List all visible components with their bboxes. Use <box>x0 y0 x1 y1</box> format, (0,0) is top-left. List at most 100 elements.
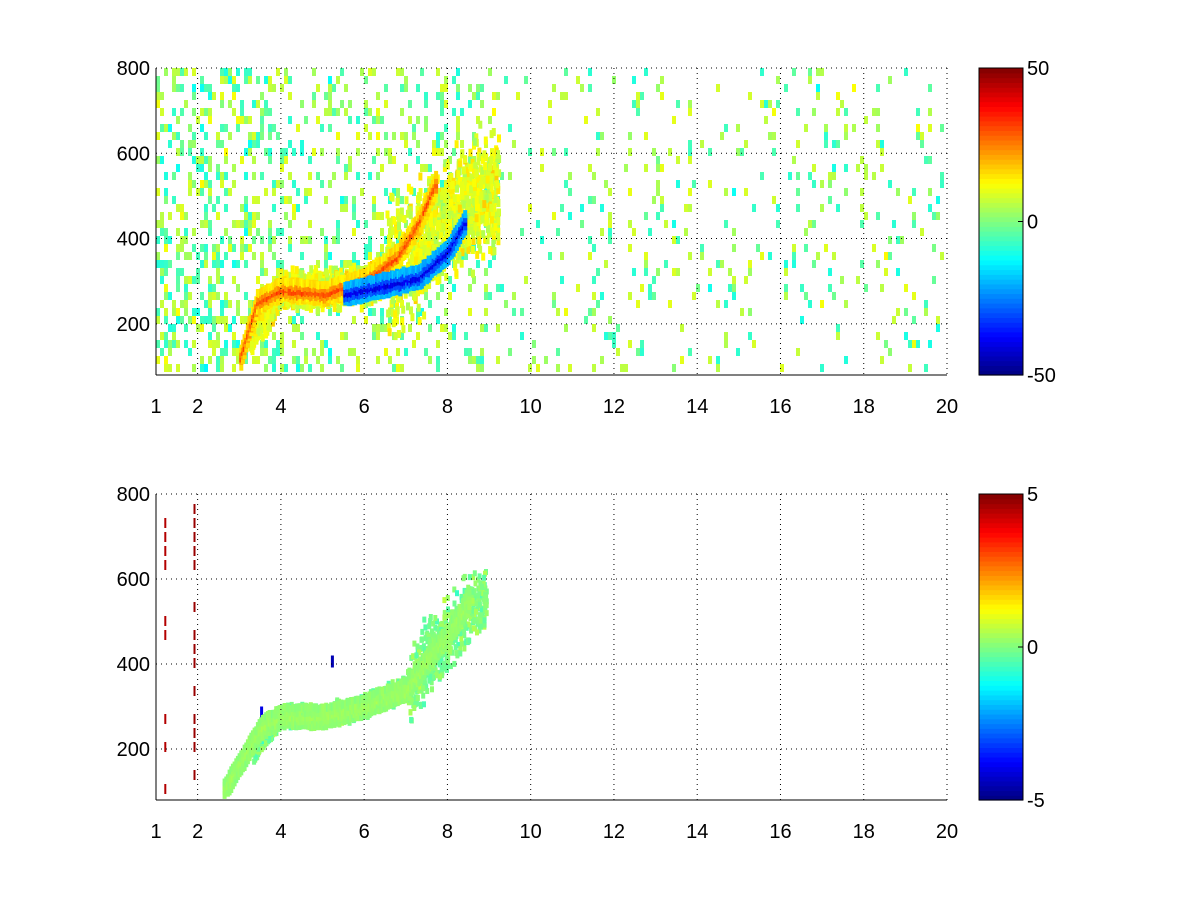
heatmap-cell <box>496 186 501 194</box>
heatmap-cell <box>560 204 564 212</box>
heatmap-cell <box>552 148 556 156</box>
heatmap-cell <box>276 228 280 236</box>
heatmap-cell <box>732 292 736 300</box>
heatmap-cell <box>700 140 704 148</box>
heatmap-cell <box>491 190 495 199</box>
heatmap-cell <box>368 132 372 140</box>
heatmap-cell <box>460 248 465 257</box>
heatmap-cell <box>436 132 440 140</box>
heatmap-cell <box>160 220 164 228</box>
heatmap-cell <box>372 212 376 220</box>
heatmap-cell <box>427 241 432 250</box>
heatmap-cell <box>188 188 192 196</box>
colorbar-segment <box>979 173 1023 179</box>
heatmap-cell <box>580 204 584 212</box>
heatmap-cell <box>450 188 455 197</box>
heatmap-cell <box>436 356 440 364</box>
heatmap-cell <box>427 281 432 289</box>
heatmap-cell <box>328 252 332 260</box>
heatmap-cell <box>276 180 280 188</box>
heatmap-cell <box>457 251 462 260</box>
heatmap-cell <box>792 244 796 252</box>
heatmap-cell <box>336 304 341 313</box>
heatmap-cell <box>368 252 372 260</box>
heatmap-cell <box>294 266 299 275</box>
heatmap-cell <box>474 196 479 205</box>
heatmap-cell <box>688 188 692 196</box>
heatmap-cell <box>656 188 660 196</box>
colorbar-segment <box>979 187 1023 194</box>
heatmap-cell <box>564 92 568 100</box>
heatmap-cell <box>228 324 232 332</box>
heatmap-cell <box>418 248 423 257</box>
heatmap-cell <box>160 228 164 236</box>
heatmap-cell <box>156 76 160 84</box>
heatmap-cell <box>328 308 332 316</box>
heatmap-cell <box>824 244 828 252</box>
heatmap-cell <box>474 169 479 178</box>
heatmap-cell <box>872 172 876 180</box>
heatmap-cell <box>904 332 908 340</box>
heatmap-cell <box>200 108 204 116</box>
heatmap-cell <box>216 292 220 300</box>
heatmap-cell <box>220 100 224 108</box>
heatmap-cell <box>196 276 200 284</box>
heatmap-cell <box>272 188 276 196</box>
heatmap-cell <box>576 284 580 292</box>
heatmap-cell <box>413 260 418 269</box>
heatmap-cell <box>200 164 204 172</box>
heatmap-cell <box>216 356 220 364</box>
heatmap-cell <box>406 183 411 192</box>
heatmap-cell <box>480 348 484 356</box>
heatmap-cell <box>200 244 204 252</box>
heatmap-cell <box>352 204 356 212</box>
heatmap-cell <box>200 156 204 164</box>
heatmap-cell <box>688 148 692 156</box>
heatmap-cell <box>260 172 264 180</box>
heatmap-cell <box>508 172 512 180</box>
colorbar-segment <box>979 111 1023 117</box>
heatmap-cell <box>284 196 288 204</box>
heatmap-cell <box>304 236 308 244</box>
heatmap-cell <box>449 198 453 207</box>
heatmap-cell <box>536 364 540 372</box>
heatmap-cell <box>284 156 288 164</box>
heatmap-cell <box>548 116 552 124</box>
heatmap-cell <box>280 196 284 204</box>
heatmap-cell <box>768 100 772 108</box>
heatmap-cell <box>422 245 427 253</box>
heatmap-cell <box>200 220 204 228</box>
heatmap-cell <box>439 191 444 200</box>
heatmap-cell <box>844 132 848 140</box>
heatmap-cell <box>688 156 692 164</box>
heatmap-cell <box>256 328 261 337</box>
heatmap-cell <box>160 156 164 164</box>
heatmap-cell <box>836 140 840 148</box>
heatmap-cell <box>908 340 912 348</box>
heatmap-cell <box>471 168 476 177</box>
heatmap-cell <box>164 188 168 196</box>
heatmap-cell <box>188 316 192 324</box>
heatmap-cell <box>168 292 172 300</box>
heatmap-cell <box>260 116 264 124</box>
heatmap-cell <box>372 332 376 340</box>
heatmap-cell <box>216 212 220 220</box>
heatmap-cell <box>168 348 172 356</box>
heatmap-cell <box>300 332 304 340</box>
heatmap-cell <box>236 308 240 316</box>
heatmap-cell <box>384 188 388 196</box>
heatmap-cell <box>476 157 481 166</box>
heatmap-cell <box>465 219 470 228</box>
heatmap-cell <box>608 188 612 196</box>
colorbar-segment <box>979 322 1023 328</box>
heatmap-cell <box>896 268 900 276</box>
heatmap-cell <box>188 124 192 132</box>
heatmap-cell <box>456 170 461 179</box>
heatmap-cell <box>480 364 484 372</box>
heatmap-cell <box>168 212 172 220</box>
heatmap-cell <box>556 228 560 236</box>
heatmap-cell <box>156 356 160 364</box>
heatmap-cell <box>444 84 448 92</box>
